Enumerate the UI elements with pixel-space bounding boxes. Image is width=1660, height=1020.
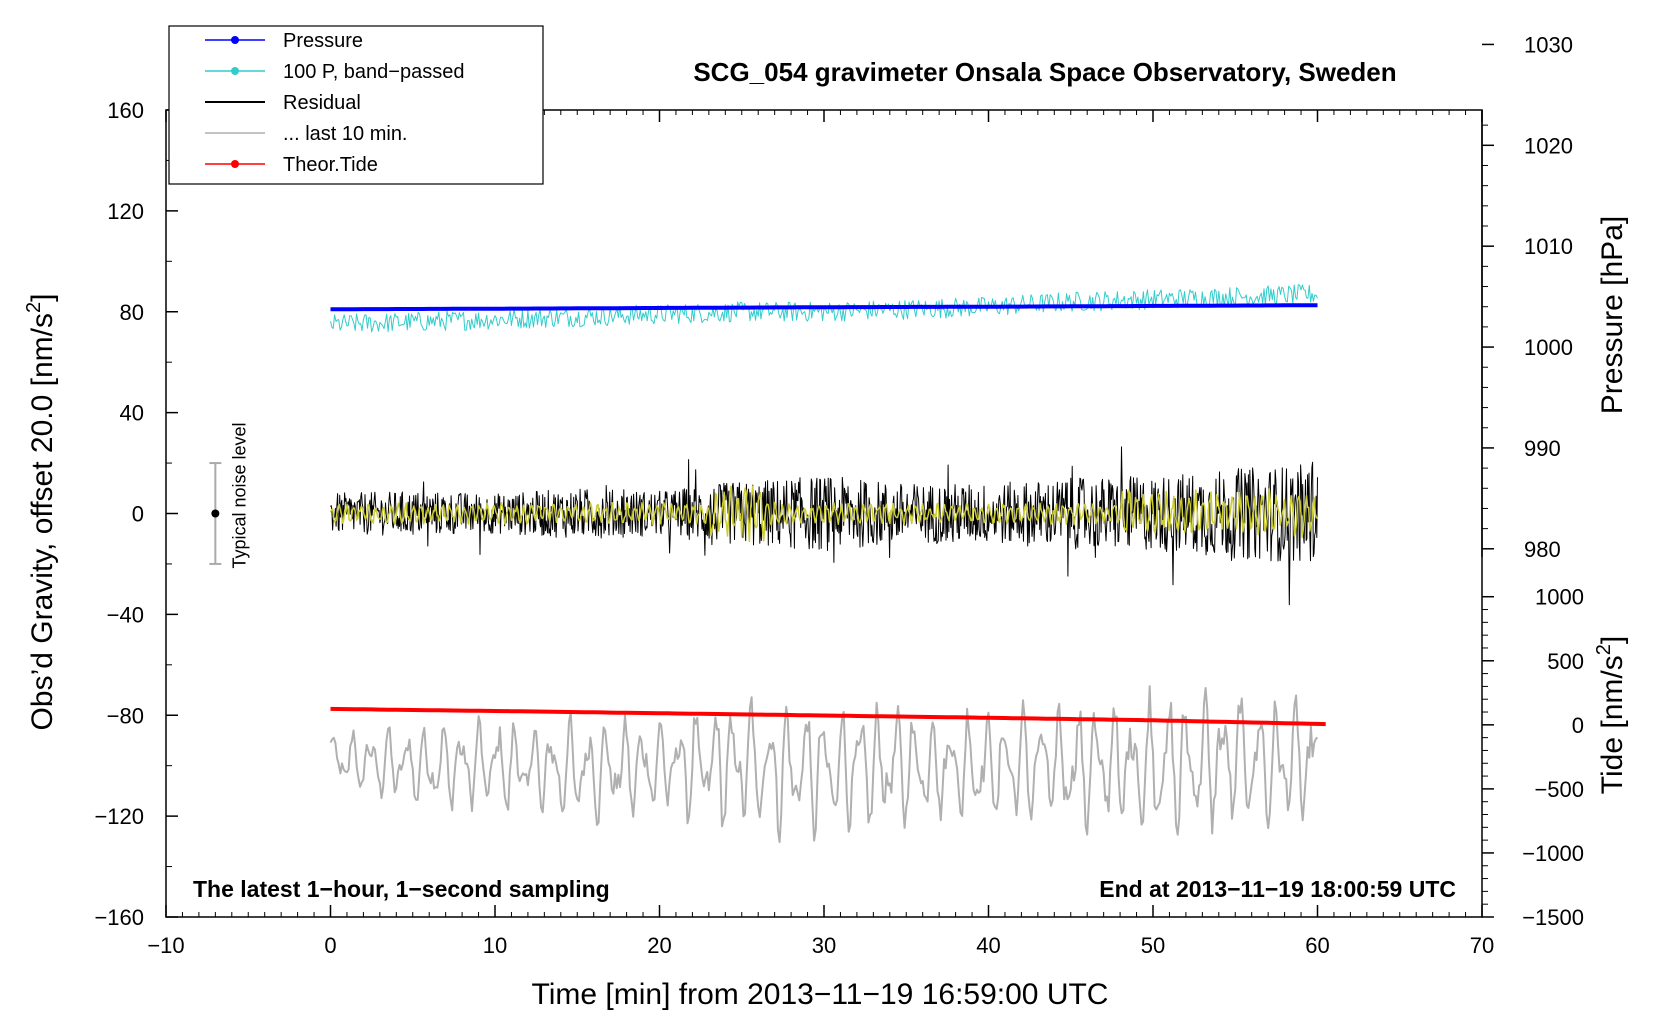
chart-title: SCG_054 gravimeter Onsala Space Observat…: [693, 57, 1396, 87]
legend-label: Theor.Tide: [283, 154, 378, 176]
y-tick-label-left: 0: [132, 502, 144, 527]
x-tick-label: −10: [147, 933, 184, 958]
legend-label: Pressure: [283, 30, 363, 52]
legend-marker: [231, 36, 239, 44]
noise-indicator: Typical noise level: [209, 422, 249, 569]
y-tick-label-pressure: 1030: [1524, 32, 1573, 57]
x-tick-label: 30: [812, 933, 836, 958]
legend: Pressure 100 P, band−passed Residual ... la…: [168, 25, 544, 185]
y-tick-label-left: 120: [107, 199, 144, 224]
annotation-end-time: End at 2013−11−19 18:00:59 UTC: [1099, 876, 1456, 902]
y-axis-tide-title-sup: 2: [1593, 644, 1615, 655]
legend-marker: [231, 160, 239, 168]
y-tick-label-left: −40: [107, 602, 144, 627]
y-tick-label-left: 80: [120, 300, 144, 325]
y-tick-label-left: −160: [94, 905, 144, 930]
y-axis-pressure-title: Pressure [hPa]: [1596, 216, 1629, 414]
y-tick-label-pressure: 980: [1524, 537, 1561, 562]
x-tick-label: 70: [1470, 933, 1494, 958]
series-residual-smoothed: [329, 485, 1319, 543]
legend-label: Residual: [283, 92, 361, 114]
y-tick-label-left: 40: [120, 401, 144, 426]
legend-label: 100 P, band−passed: [283, 61, 464, 83]
y-tick-label-pressure: 990: [1524, 436, 1561, 461]
x-tick-label: 50: [1141, 933, 1165, 958]
series-theor-tide: [330, 706, 1326, 727]
y-tick-label-tide: 0: [1572, 713, 1584, 738]
y-axis-left-title-sup: 2: [23, 302, 45, 313]
x-tick-label: 0: [324, 933, 336, 958]
x-axis: −10 0 10 20 30 40 50 60 70: [147, 110, 1494, 958]
x-tick-label: 60: [1305, 933, 1329, 958]
y-axis-tide-title-text: Tide [nm/s: [1596, 655, 1629, 794]
y-axis-tide-title: Tide [nm/s2]: [1593, 636, 1629, 794]
legend-box: [168, 25, 544, 185]
noise-bar-dot: [211, 509, 220, 518]
x-axis-title: Time [min] from 2013−11−19 16:59:00 UTC: [532, 978, 1109, 1011]
y-tick-label-tide: −1000: [1522, 841, 1584, 866]
x-tick-label: 10: [483, 933, 507, 958]
y-axis-left-title-end: ]: [26, 294, 59, 302]
x-tick-label: 40: [976, 933, 1000, 958]
series-layer: [329, 284, 1326, 844]
series-pressure: [330, 303, 1318, 312]
y-tick-label-tide: 500: [1547, 649, 1584, 674]
noise-bar-label: Typical noise level: [229, 422, 249, 568]
y-axis-right: 980 990 1000 1010 1020 1030 −1500 −1000 −500 0 500…: [1481, 32, 1584, 930]
y-tick-label-left: −80: [107, 703, 144, 728]
legend-marker: [231, 67, 239, 75]
y-axis-left-title-text: Obs’d Gravity, offset 20.0 [nm/s: [26, 313, 59, 730]
y-tick-label-tide: 1000: [1535, 585, 1584, 610]
x-tick-label: 20: [647, 933, 671, 958]
y-tick-label-tide: −1500: [1522, 905, 1584, 930]
y-tick-label-pressure: 1010: [1524, 234, 1573, 259]
y-axis-left-title: Obs’d Gravity, offset 20.0 [nm/s2]: [23, 294, 59, 731]
y-tick-label-pressure: 1000: [1524, 335, 1573, 360]
y-tick-label-tide: −500: [1534, 777, 1584, 802]
y-tick-label-left: 160: [107, 98, 144, 123]
y-tick-label-left: −120: [94, 804, 144, 829]
annotation-sampling: The latest 1−hour, 1−second sampling: [193, 876, 610, 902]
legend-label: ... last 10 min.: [283, 123, 408, 145]
y-tick-label-pressure: 1020: [1524, 133, 1573, 158]
series-last-10-min: [329, 685, 1319, 844]
y-axis-tide-title-end: ]: [1596, 636, 1629, 644]
